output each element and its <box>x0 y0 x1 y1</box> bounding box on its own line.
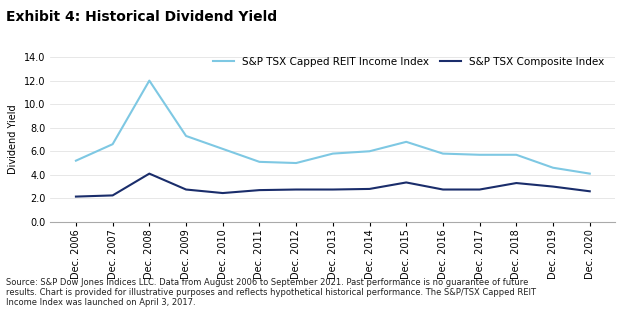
S&P TSX Capped REIT Income Index <box>219 147 227 151</box>
S&P TSX Composite Index <box>586 189 593 193</box>
S&P TSX Capped REIT Income Index <box>329 152 337 156</box>
S&P TSX Composite Index <box>146 172 153 176</box>
S&P TSX Composite Index <box>403 181 410 184</box>
S&P TSX Capped REIT Income Index <box>182 134 190 138</box>
S&P TSX Capped REIT Income Index <box>403 140 410 144</box>
S&P TSX Composite Index <box>182 188 190 191</box>
S&P TSX Capped REIT Income Index <box>72 159 80 163</box>
S&P TSX Capped REIT Income Index <box>256 160 263 164</box>
S&P TSX Capped REIT Income Index <box>550 166 557 170</box>
S&P TSX Composite Index <box>512 181 520 185</box>
S&P TSX Composite Index <box>365 187 373 191</box>
S&P TSX Composite Index <box>476 188 484 191</box>
Legend: S&P TSX Capped REIT Income Index, S&P TSX Composite Index: S&P TSX Capped REIT Income Index, S&P TS… <box>213 57 604 67</box>
S&P TSX Composite Index <box>329 188 337 191</box>
S&P TSX Composite Index <box>439 188 447 191</box>
S&P TSX Capped REIT Income Index <box>109 142 116 146</box>
Text: Exhibit 4: Historical Dividend Yield: Exhibit 4: Historical Dividend Yield <box>6 10 278 23</box>
S&P TSX Composite Index <box>72 195 80 198</box>
S&P TSX Composite Index <box>109 193 116 197</box>
Y-axis label: Dividend Yield: Dividend Yield <box>8 105 18 174</box>
S&P TSX Capped REIT Income Index <box>293 161 300 165</box>
Text: Source: S&P Dow Jones Indices LLC. Data from August 2006 to September 2021. Past: Source: S&P Dow Jones Indices LLC. Data … <box>6 278 536 307</box>
S&P TSX Capped REIT Income Index <box>512 153 520 157</box>
S&P TSX Capped REIT Income Index <box>146 79 153 82</box>
S&P TSX Capped REIT Income Index <box>586 172 593 176</box>
S&P TSX Composite Index <box>293 188 300 191</box>
S&P TSX Composite Index <box>256 188 263 192</box>
S&P TSX Capped REIT Income Index <box>476 153 484 157</box>
S&P TSX Capped REIT Income Index <box>365 149 373 153</box>
Line: S&P TSX Composite Index: S&P TSX Composite Index <box>76 174 590 197</box>
S&P TSX Composite Index <box>550 185 557 189</box>
S&P TSX Capped REIT Income Index <box>439 152 447 156</box>
Line: S&P TSX Capped REIT Income Index: S&P TSX Capped REIT Income Index <box>76 81 590 174</box>
S&P TSX Composite Index <box>219 191 227 195</box>
